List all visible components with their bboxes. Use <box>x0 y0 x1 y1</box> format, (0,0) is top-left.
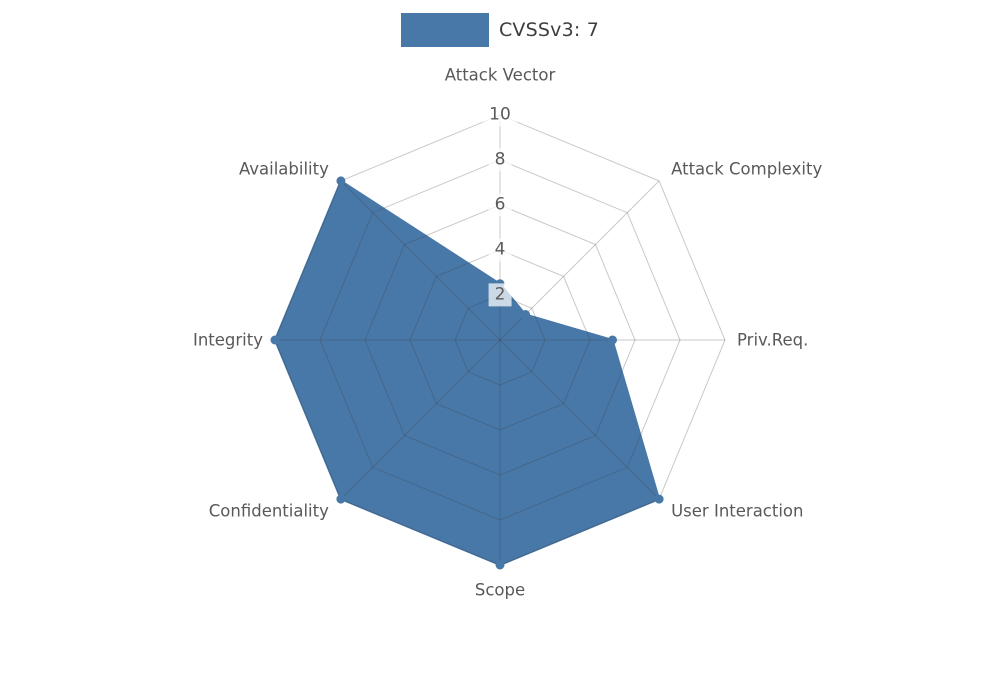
vertex-marker <box>270 335 280 345</box>
legend-label: CVSSv3: 7 <box>498 19 600 41</box>
vertex-marker <box>495 560 505 570</box>
tick-label-10: 10 <box>483 103 517 127</box>
vertex-marker <box>654 494 664 504</box>
tick-label-4: 4 <box>488 238 512 262</box>
grid-ring <box>454 294 546 386</box>
axis-label-user-interaction: User Interaction <box>671 501 804 521</box>
axis-label-scope: Scope <box>474 580 526 600</box>
axis-label-confidentiality: Confidentiality <box>208 501 329 521</box>
axis-label-attack-complexity: Attack Complexity <box>671 159 823 179</box>
vertex-marker <box>608 335 617 345</box>
tick-label-8: 8 <box>488 148 512 172</box>
legend: CVSSv3: 7 <box>0 13 1000 47</box>
vertex-marker <box>336 176 346 186</box>
axis-label-attack-vector: Attack Vector <box>444 65 556 85</box>
legend-swatch <box>400 13 489 47</box>
axis-label-availability: Availability <box>238 159 329 179</box>
vertex-marker <box>336 494 346 504</box>
grid-ring <box>364 204 636 476</box>
axis-spoke <box>499 339 660 500</box>
axis-spoke <box>340 180 501 341</box>
tick-label-2: 2 <box>488 283 512 307</box>
grid-ring <box>409 249 591 431</box>
vertex-marker <box>521 310 530 319</box>
axis-label-priv-req: Priv.Req. <box>737 330 809 350</box>
grid-ring <box>319 159 681 521</box>
axis-label-integrity: Integrity <box>192 330 263 350</box>
tick-label-6: 6 <box>488 193 512 217</box>
axis-spoke <box>340 339 501 500</box>
